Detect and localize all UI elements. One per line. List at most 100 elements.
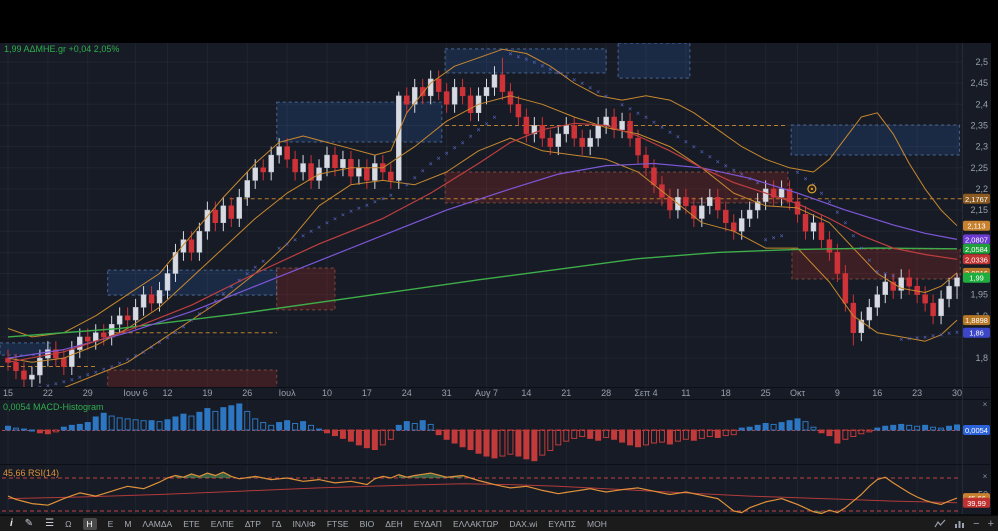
svg-text:×: × [413, 174, 417, 182]
ticker-item-ΕΥΑΠΣ[interactable]: ΕΥΑΠΣ [548, 518, 577, 529]
ticker-item-ΕΛΛΑΚΤΩΡ[interactable]: ΕΛΛΑΚΤΩΡ [452, 518, 499, 529]
ticker-item-FTSE[interactable]: FTSE [326, 518, 349, 529]
zoom-in-button[interactable]: + [987, 518, 994, 530]
macd-close-icon[interactable]: × [983, 400, 988, 409]
svg-text:×: × [30, 385, 34, 393]
time-label: 15 [3, 388, 13, 398]
svg-text:×: × [173, 329, 177, 337]
draw-icon[interactable]: ✎ [24, 518, 34, 529]
svg-text:×: × [540, 62, 544, 70]
svg-text:×: × [795, 168, 799, 176]
svg-text:1,86: 1,86 [969, 329, 984, 338]
right-letterbox [991, 0, 998, 515]
svg-text:×: × [94, 368, 98, 376]
time-label: 28 [601, 388, 611, 398]
svg-text:×: × [373, 198, 377, 206]
timeframe-Μ[interactable]: Μ [124, 518, 132, 529]
svg-text:×: × [118, 359, 122, 367]
time-label: 12 [162, 388, 172, 398]
time-label: 25 [761, 388, 771, 398]
svg-text:×: × [261, 257, 265, 265]
rsi-close-icon[interactable]: × [983, 472, 988, 481]
svg-text:×: × [652, 118, 656, 126]
svg-text:×: × [700, 148, 704, 156]
svg-text:×: × [580, 80, 584, 88]
price-label: 2,3 [975, 142, 988, 152]
svg-text:×: × [189, 317, 193, 325]
zoom-out-button[interactable]: − [973, 518, 980, 530]
svg-text:×: × [253, 264, 257, 272]
ticker-item-ΛΑΜΔΑ[interactable]: ΛΑΜΔΑ [142, 518, 173, 529]
svg-text:×: × [421, 167, 425, 175]
svg-text:×: × [133, 352, 137, 360]
svg-text:×: × [141, 348, 145, 356]
blue-zone [107, 269, 278, 296]
timeframe-Ε[interactable]: Ε [107, 518, 114, 529]
svg-text:×: × [317, 223, 321, 231]
red-zone [107, 369, 278, 387]
ticker-item-ΔΤΡ[interactable]: ΔΤΡ [244, 518, 261, 529]
svg-text:×: × [779, 232, 783, 240]
ticker-item-ΒΙΟ[interactable]: ΒΙΟ [359, 518, 375, 529]
ticker-item-DAX.wi[interactable]: DAX.wi [509, 518, 538, 529]
svg-text:×: × [365, 201, 369, 209]
watchlist-icon[interactable]: ☰ [45, 518, 55, 529]
svg-text:×: × [452, 144, 456, 152]
bar-chart-icon[interactable] [954, 519, 965, 529]
ticker-item-ΙΝΛΙΦ[interactable]: ΙΝΛΙΦ [292, 518, 316, 529]
price-axis[interactable]: 2,52,452,42,352,32,252,22,151,951,91,82,… [963, 57, 990, 508]
price-label: 1,8 [975, 353, 988, 363]
red-zone [276, 267, 336, 311]
purple-moving-average [7, 162, 958, 359]
svg-text:×: × [724, 162, 728, 170]
time-label: 31 [442, 388, 452, 398]
price-chart-canvas[interactable]: × × × × × × × × × × × × × × × × × × × × × × × × × × × × × × × × × × × × × × × ×… [0, 0, 991, 515]
price-label: 1,95 [970, 290, 988, 300]
svg-text:×: × [405, 181, 409, 189]
svg-text:×: × [827, 198, 831, 206]
svg-text:×: × [197, 310, 201, 318]
grid [0, 43, 962, 514]
svg-text:×: × [221, 290, 225, 298]
svg-text:×: × [484, 120, 488, 128]
area-chart-icon[interactable] [934, 519, 946, 529]
svg-text:1,8898: 1,8898 [965, 316, 988, 325]
rsi-value-badge [963, 497, 990, 508]
svg-text:×: × [445, 149, 449, 157]
ticker-item-ΕΤΕ[interactable]: ΕΤΕ [183, 518, 200, 529]
main-pane: × × × × × × × × × × × × × × × × × × × × × × × × × × × × × × × × × × × × × × × ×… [0, 43, 962, 393]
svg-text:×: × [915, 334, 919, 342]
time-label: 26 [242, 388, 252, 398]
svg-text:×: × [86, 371, 90, 379]
ticker-item-ΕΛΠΕ[interactable]: ΕΛΠΕ [210, 518, 234, 529]
svg-text:×: × [867, 256, 871, 264]
ticker-item-ΓΔ[interactable]: ΓΔ [271, 518, 282, 529]
svg-text:×: × [899, 336, 903, 344]
svg-text:×: × [604, 92, 608, 100]
svg-text:39,99: 39,99 [967, 499, 986, 508]
svg-text:×: × [277, 245, 281, 253]
svg-text:×: × [564, 73, 568, 81]
svg-text:×: × [708, 153, 712, 161]
svg-text:×: × [923, 333, 927, 341]
time-label: Ιουν 6 [123, 388, 147, 398]
rsi-ma-line [7, 483, 958, 504]
svg-text:×: × [588, 84, 592, 92]
ticker-item-ΔΕΗ[interactable]: ΔΕΗ [385, 518, 403, 529]
time-axis[interactable]: 15 22 29 Ιουν 6 12 19 26 Ιουλ 10 17 24 31 Αυγ 7 14 21 2… [3, 388, 962, 398]
svg-text:×: × [516, 53, 520, 61]
timeframe-Η[interactable]: Η [82, 517, 97, 530]
svg-text:×: × [947, 330, 951, 338]
svg-text:×: × [843, 219, 847, 227]
timeframe-Ω[interactable]: Ω [65, 518, 72, 529]
ticker-item-ΕΥΔΑΠ[interactable]: ΕΥΔΑΠ [413, 518, 442, 529]
svg-text:×: × [508, 50, 512, 58]
info-icon[interactable]: i [10, 518, 13, 529]
svg-text:×: × [764, 236, 768, 244]
svg-text:2,0807: 2,0807 [965, 235, 988, 244]
svg-text:×: × [476, 126, 480, 134]
red-moving-average [7, 122, 958, 363]
svg-text:×: × [572, 76, 576, 84]
red-zone [444, 171, 789, 204]
ticker-item-ΜΟΗ[interactable]: ΜΟΗ [587, 518, 607, 529]
